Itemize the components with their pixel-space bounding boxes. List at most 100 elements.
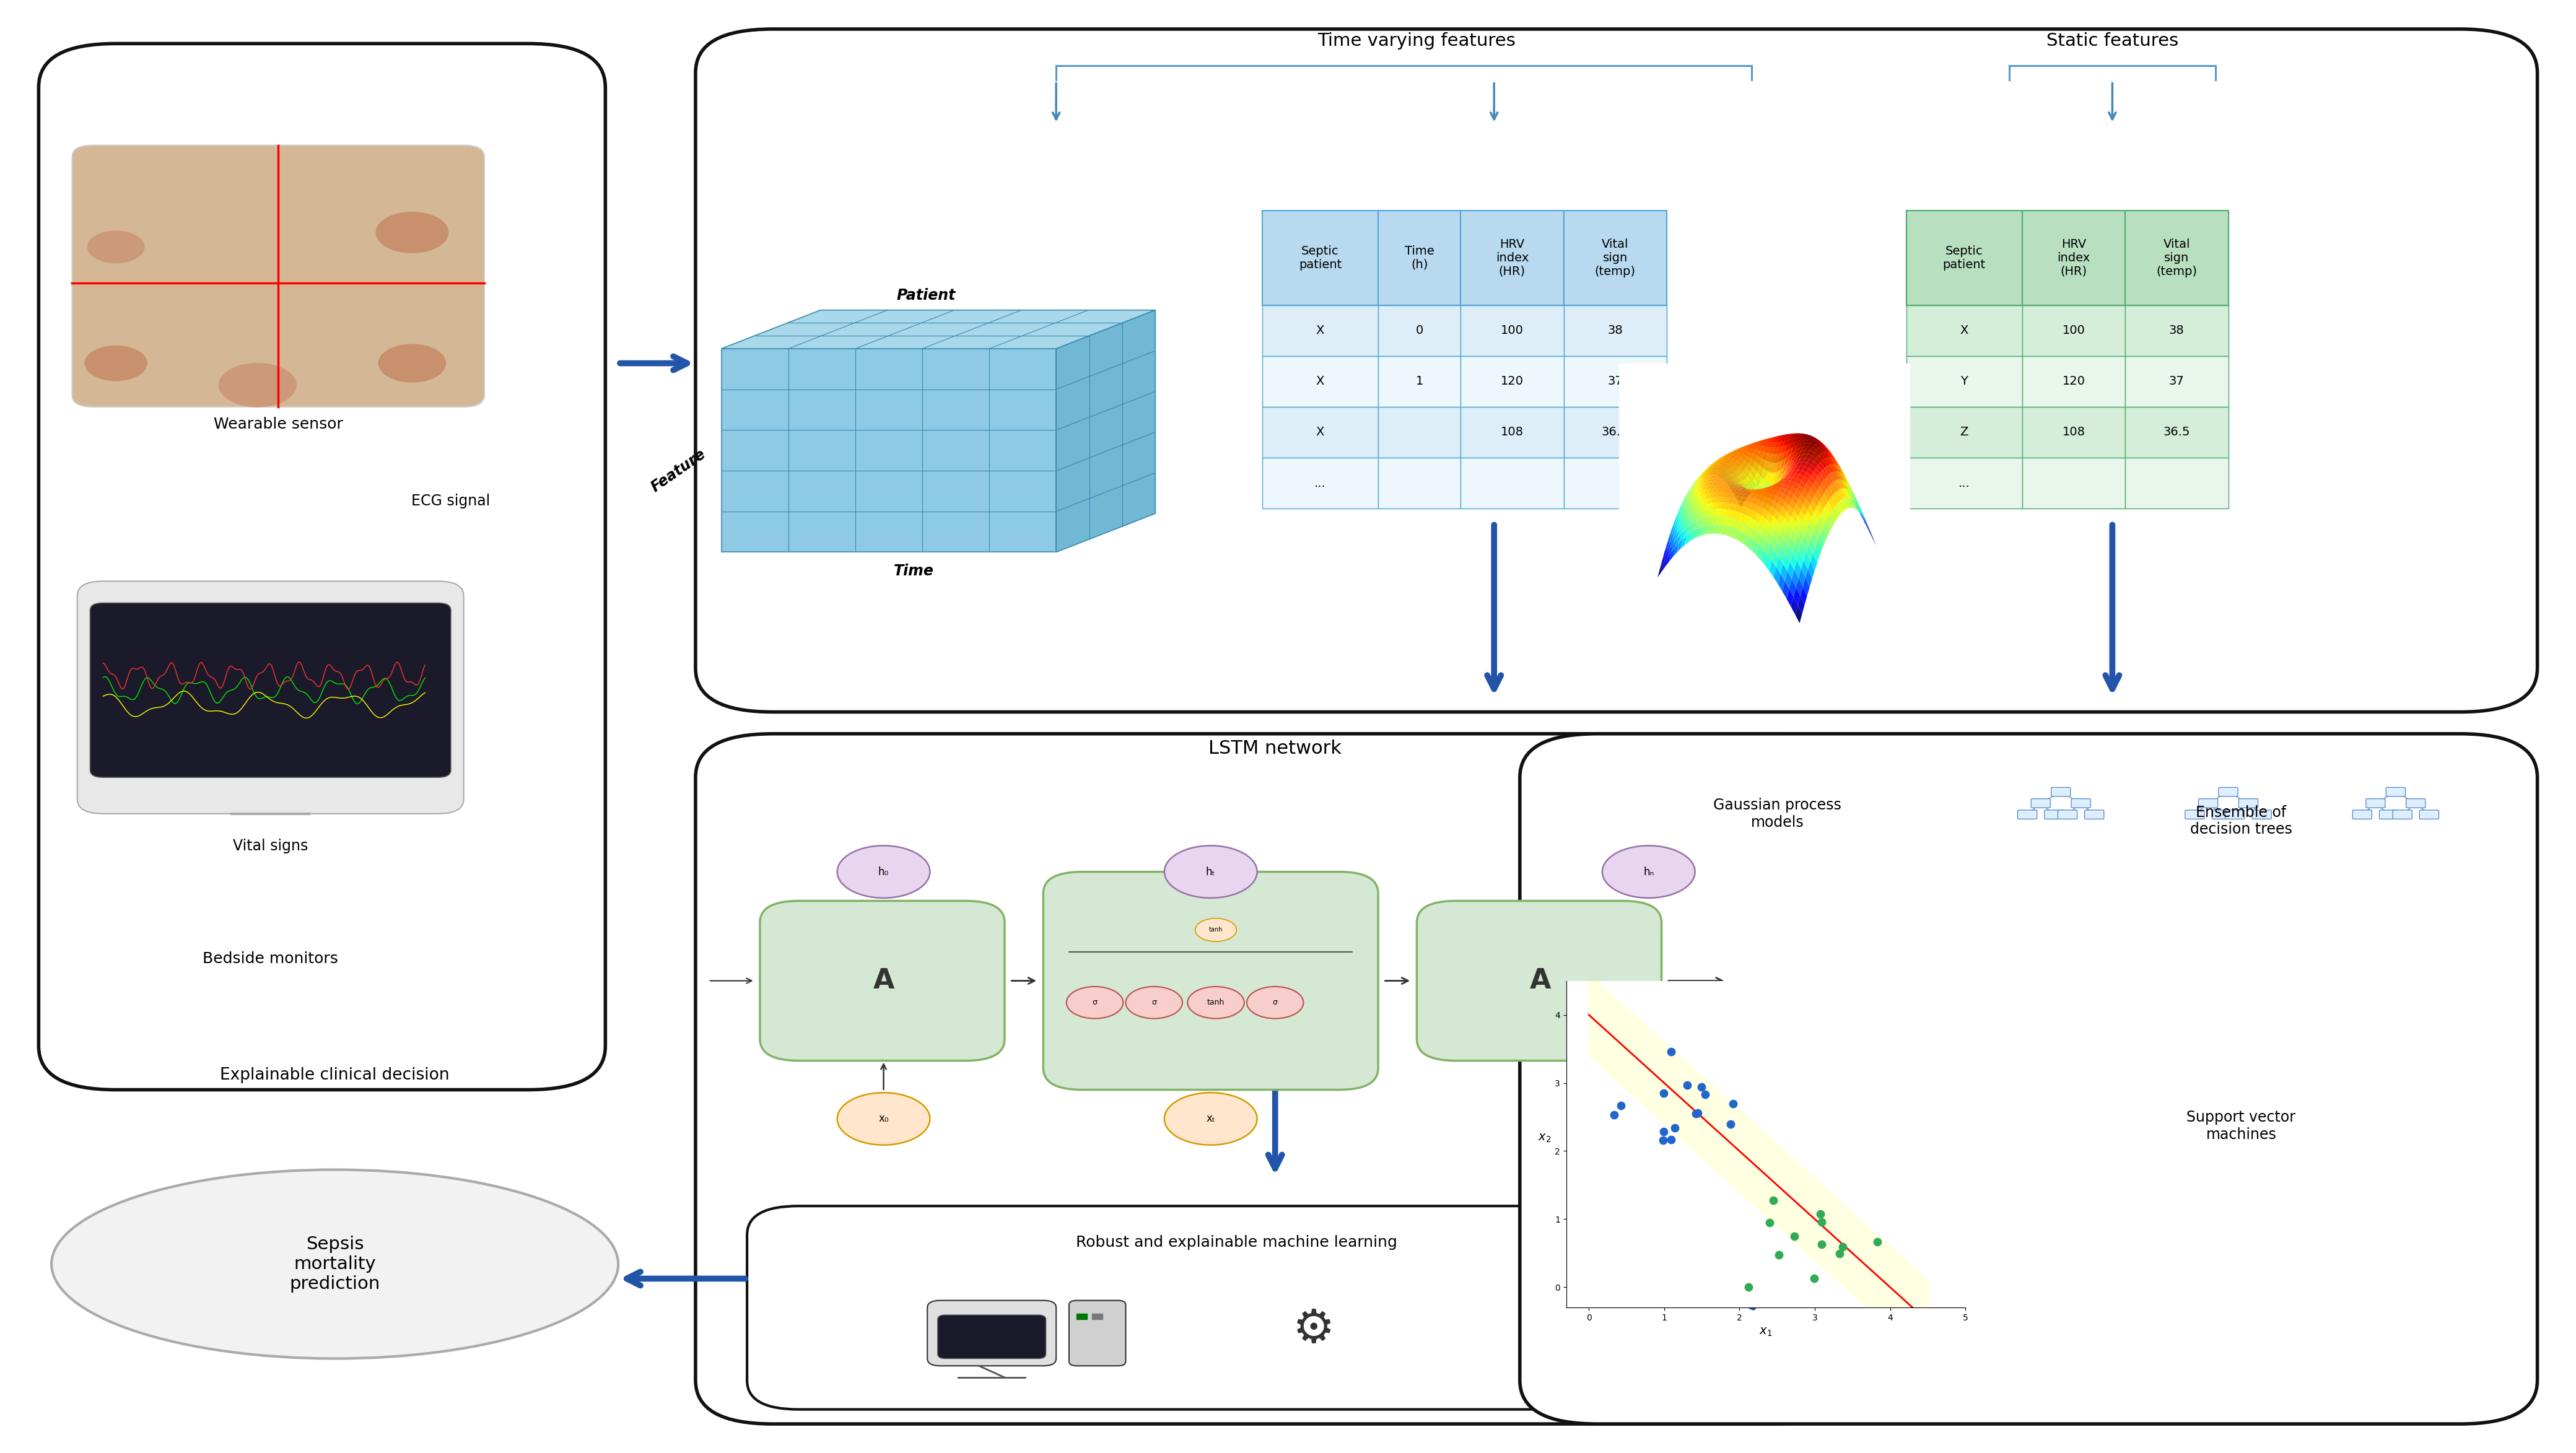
FancyBboxPatch shape — [2030, 799, 2050, 808]
Text: Septic
patient: Septic patient — [1942, 246, 1986, 270]
FancyBboxPatch shape — [938, 1315, 1046, 1359]
Text: Gaussian process
models: Gaussian process models — [1713, 798, 1842, 830]
FancyBboxPatch shape — [2050, 788, 2071, 796]
FancyBboxPatch shape — [2022, 305, 2125, 356]
Point — [1677, 1101, 1718, 1125]
Text: Vital
sign
(temp): Vital sign (temp) — [2156, 238, 2197, 278]
Text: 108: 108 — [2063, 426, 2084, 439]
Circle shape — [1164, 846, 1257, 898]
FancyBboxPatch shape — [1461, 356, 1564, 407]
Text: xₜ: xₜ — [1206, 1113, 1216, 1125]
FancyBboxPatch shape — [2239, 799, 2259, 808]
FancyBboxPatch shape — [1378, 458, 1461, 509]
Point — [1801, 1210, 1842, 1234]
Point — [1749, 1212, 1790, 1235]
Point — [1801, 1234, 1842, 1257]
Text: 100: 100 — [1502, 324, 1522, 337]
Text: Vital signs: Vital signs — [232, 838, 309, 853]
FancyBboxPatch shape — [2125, 458, 2228, 509]
FancyBboxPatch shape — [2125, 356, 2228, 407]
Text: X: X — [1316, 375, 1324, 388]
Text: Vital
sign
(temp): Vital sign (temp) — [1595, 238, 1636, 278]
Text: X: X — [1316, 324, 1324, 337]
FancyBboxPatch shape — [1461, 305, 1564, 356]
FancyBboxPatch shape — [1461, 458, 1564, 509]
FancyBboxPatch shape — [2017, 811, 2038, 819]
Bar — [1077, 1314, 1087, 1319]
Text: σ: σ — [1151, 998, 1157, 1007]
FancyBboxPatch shape — [2419, 811, 2439, 819]
Text: 37: 37 — [2169, 375, 2184, 388]
FancyBboxPatch shape — [72, 145, 484, 407]
Text: 38: 38 — [2169, 324, 2184, 337]
Circle shape — [1247, 987, 1303, 1019]
FancyBboxPatch shape — [927, 1300, 1056, 1366]
Point — [1821, 1235, 1862, 1258]
Point — [1713, 1091, 1754, 1114]
FancyBboxPatch shape — [760, 901, 1005, 1061]
Text: Z: Z — [1960, 426, 1968, 439]
FancyBboxPatch shape — [1378, 356, 1461, 407]
FancyBboxPatch shape — [1564, 356, 1667, 407]
FancyBboxPatch shape — [2380, 811, 2398, 819]
Circle shape — [379, 344, 446, 382]
FancyBboxPatch shape — [2022, 458, 2125, 509]
Circle shape — [1066, 987, 1123, 1019]
FancyBboxPatch shape — [1461, 211, 1564, 305]
Polygon shape — [721, 349, 1056, 552]
Y-axis label: $x_2$: $x_2$ — [1538, 1132, 1551, 1145]
Circle shape — [1195, 918, 1236, 942]
Text: Y: Y — [1960, 375, 1968, 388]
FancyBboxPatch shape — [696, 734, 1855, 1424]
Text: 38: 38 — [1607, 324, 1623, 337]
FancyBboxPatch shape — [1461, 407, 1564, 458]
Text: x₀: x₀ — [878, 1113, 889, 1125]
Point — [1685, 1082, 1726, 1106]
FancyBboxPatch shape — [1520, 734, 2537, 1424]
Point — [1710, 1113, 1752, 1136]
FancyBboxPatch shape — [2213, 811, 2231, 819]
Text: Time varying features: Time varying features — [1319, 32, 1515, 49]
Text: tanh: tanh — [1208, 927, 1224, 933]
FancyBboxPatch shape — [2393, 811, 2411, 819]
FancyBboxPatch shape — [1069, 1300, 1126, 1366]
Point — [1643, 1081, 1685, 1104]
Circle shape — [1188, 987, 1244, 1019]
Text: σ: σ — [1273, 998, 1278, 1007]
Text: 120: 120 — [1502, 375, 1522, 388]
FancyBboxPatch shape — [1262, 356, 1378, 407]
Circle shape — [376, 212, 448, 253]
Text: Bedside monitors: Bedside monitors — [204, 952, 337, 966]
X-axis label: $x_1$: $x_1$ — [1759, 1325, 1772, 1338]
Point — [1752, 1189, 1793, 1212]
FancyBboxPatch shape — [1564, 407, 1667, 458]
Polygon shape — [1056, 309, 1157, 552]
Text: tanh: tanh — [1208, 998, 1224, 1007]
Circle shape — [85, 346, 147, 381]
FancyBboxPatch shape — [1564, 211, 1667, 305]
Circle shape — [1602, 1093, 1695, 1145]
Text: Feature: Feature — [649, 446, 708, 495]
Text: 100: 100 — [2063, 324, 2084, 337]
Ellipse shape — [52, 1170, 618, 1359]
Text: ECG signal: ECG signal — [412, 494, 489, 509]
Point — [1600, 1094, 1641, 1117]
FancyBboxPatch shape — [2022, 211, 2125, 305]
Text: X: X — [1960, 324, 1968, 337]
FancyBboxPatch shape — [2084, 811, 2105, 819]
Text: Explainable clinical decision: Explainable clinical decision — [219, 1067, 451, 1084]
Point — [1819, 1242, 1860, 1266]
FancyBboxPatch shape — [1906, 305, 2022, 356]
FancyBboxPatch shape — [1906, 407, 2022, 458]
Text: σ: σ — [1092, 998, 1097, 1007]
FancyBboxPatch shape — [2365, 799, 2385, 808]
FancyBboxPatch shape — [747, 1206, 1726, 1409]
Point — [1667, 1074, 1708, 1097]
FancyBboxPatch shape — [2184, 811, 2205, 819]
FancyBboxPatch shape — [2218, 788, 2239, 796]
FancyBboxPatch shape — [2406, 799, 2427, 808]
Circle shape — [837, 846, 930, 898]
Text: LSTM network: LSTM network — [1208, 740, 1342, 757]
Circle shape — [1602, 846, 1695, 898]
FancyBboxPatch shape — [2385, 788, 2406, 796]
